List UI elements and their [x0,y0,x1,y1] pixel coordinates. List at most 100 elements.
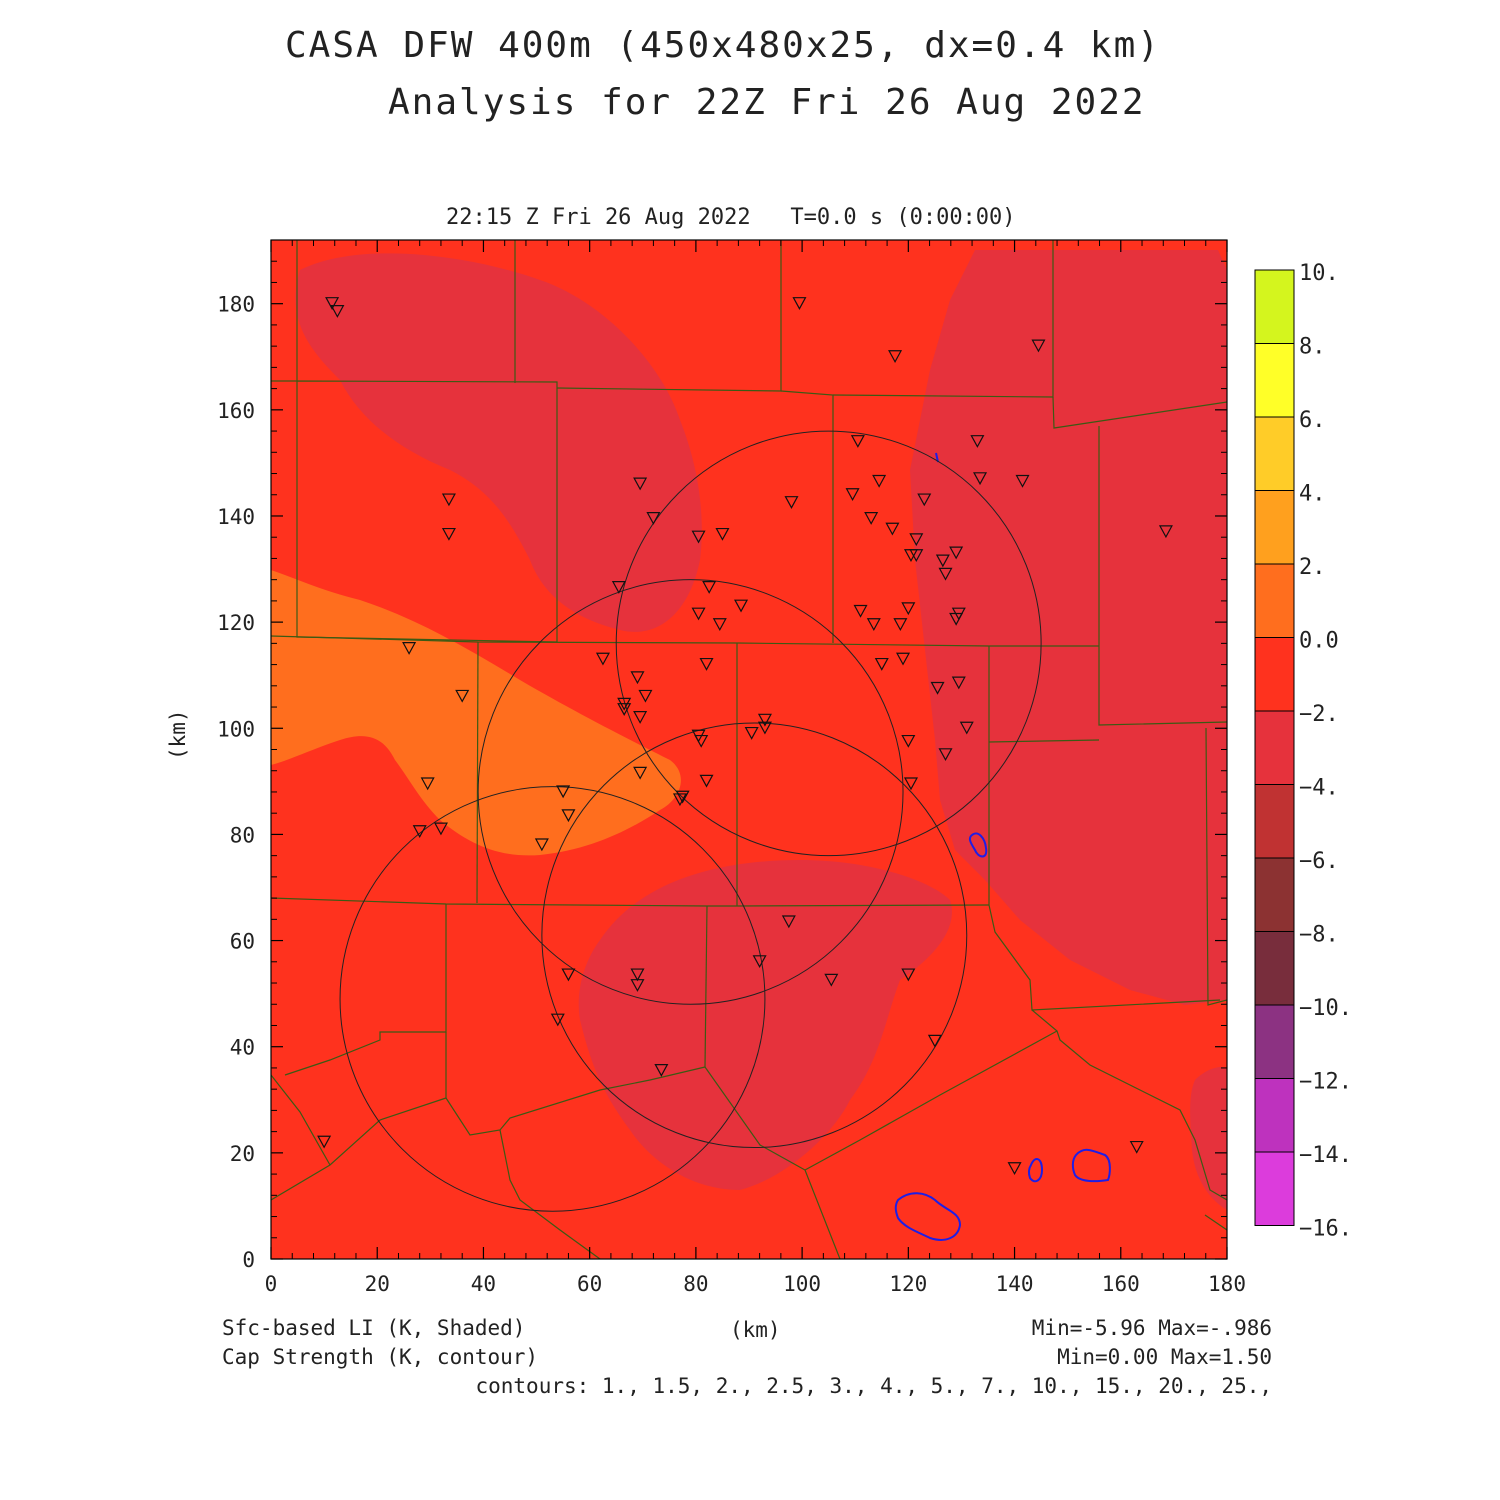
station-marker [784,496,799,509]
y-tick-label: 160 [217,399,255,423]
y-axis: 0 20 40 60 80 100 120 140 160 180 [217,239,1227,1272]
station-marker [1129,1140,1144,1154]
colorbar: 10. 8. 6. 4. 2. 0.0 −2. −4. −6. −8. −10. −12. −14. −1… [1254,261,1352,1242]
y-tick-label: 180 [217,293,255,317]
station-marker [874,657,889,671]
colorbar-label: −8. [1299,923,1339,948]
station-marker [550,1013,565,1027]
colorbar-swatch [1254,784,1295,859]
station-marker [561,968,576,982]
station-marker [864,512,879,525]
station-marker [951,676,966,690]
station-marker [633,711,648,724]
x-tick-label: 60 [577,1272,602,1296]
colorbar-label: 10. [1299,261,1339,286]
colorbar-swatch [1254,563,1295,638]
colorbar-swatch [1254,1078,1295,1153]
station-marker [317,1135,332,1149]
station-marker [441,493,456,507]
y-tick-label: 0 [242,1248,255,1272]
station-marker [699,657,714,671]
station-marker [402,642,417,655]
station-marker [630,979,645,992]
station-marker [927,1034,942,1048]
x-tick-label: 120 [889,1272,927,1296]
li-band-minus4-to-minus6-nw [295,253,702,632]
station-marker [901,734,916,748]
station-marker [638,689,653,703]
colorbar-label: −6. [1299,849,1339,874]
station-marker [744,726,759,740]
station-marker [792,297,807,310]
station-marker [654,1063,669,1077]
station-marker [781,915,796,929]
station-marker [441,527,456,541]
cap-strength-contours [894,452,1111,1241]
station-marker [757,713,772,727]
colorbar-swatch [1254,1151,1295,1226]
colorbar-swatch [1254,931,1295,1006]
county-boundaries [271,240,1227,1259]
y-tick-label: 60 [230,930,255,954]
y-tick-label: 120 [217,611,255,635]
x-axis-label: (km) [730,1318,781,1342]
station-marker [909,549,924,563]
station-marker [903,777,918,791]
li-band-minus4-to-minus6-se [1190,1067,1227,1210]
y-tick-label: 100 [217,717,255,741]
station-marker [675,790,690,804]
shaded-field-label: Sfc-based LI (K, Shaded) [222,1316,526,1340]
station-marker [970,435,985,448]
station-marker [757,721,772,735]
y-tick-label: 40 [230,1036,255,1060]
cap-contour [1027,1158,1044,1183]
colorbar-label: −14. [1299,1143,1352,1168]
station-marker [325,297,340,310]
station-marker [850,435,865,448]
station-marker [1031,339,1046,353]
colorbar-label: −2. [1299,702,1339,727]
x-axis: 0 20 40 60 80 100 120 140 160 180 [265,240,1246,1296]
station-marker [901,602,916,616]
colorbar-label: 0.0 [1299,629,1339,654]
station-marker [420,777,435,791]
station-marker [595,652,610,666]
station-marker [1007,1162,1022,1176]
station-marker [630,968,645,982]
station-marker [1015,474,1030,488]
radar-ring [615,430,1042,857]
station-marker [734,599,749,613]
contour-levels: contours: 1., 1.5, 2., 2.5, 3., 4., 5., … [475,1374,1272,1398]
colorbar-label: 2. [1299,555,1326,580]
y-tick-label: 20 [230,1142,255,1166]
radar-ring [477,579,904,1005]
colorbar-swatch [1254,637,1295,712]
station-marker [633,766,648,780]
station-marker [935,554,950,568]
station-marker [893,618,908,632]
station-marker [1158,525,1173,539]
station-marker [949,612,964,626]
station-marker [455,689,470,703]
station-marker [702,581,717,594]
colorbar-swatch [1254,710,1295,785]
x-tick-label: 160 [1102,1272,1140,1296]
station-marker [694,734,709,748]
station-marker [853,604,868,618]
colorbar-swatch [1254,416,1295,491]
contour-min-max: Min=0.00 Max=1.50 [1057,1345,1272,1369]
station-marker [712,618,727,632]
colorbar-label: −10. [1299,996,1352,1021]
station-marker [866,618,881,632]
station-marker [824,973,839,987]
cap-contour [894,1192,962,1241]
colorbar-label: −12. [1299,1070,1352,1095]
radar-rings [339,430,1042,1212]
station-marker [617,703,632,716]
chart-title-line1: CASA DFW 400m (450x480x25, dx=0.4 km) [285,25,1161,66]
station-marker [909,533,924,547]
station-marker [885,522,900,536]
x-tick-label: 140 [996,1272,1034,1296]
cap-contour [968,832,988,858]
